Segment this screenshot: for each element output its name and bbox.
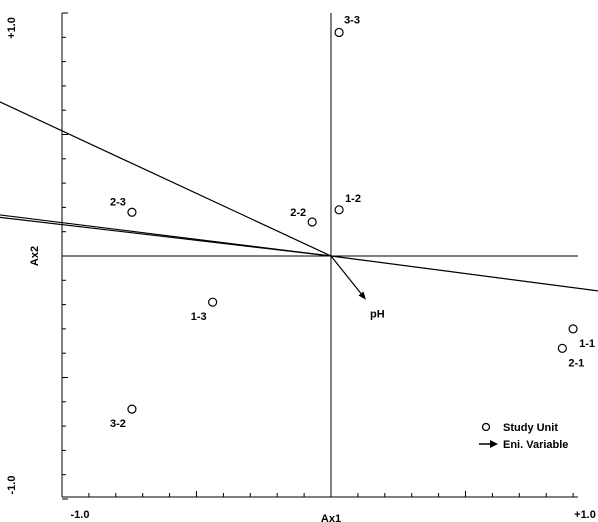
vector-label: pH [370, 309, 385, 321]
x-axis-label: Ax1 [321, 513, 341, 522]
vector-line [330, 255, 598, 292]
study-unit-point [568, 324, 578, 334]
y-axis-label: Ax2 [29, 246, 41, 266]
legend-arrow-head [490, 440, 498, 448]
study-unit-point [307, 217, 317, 227]
study-unit-label: 2-2 [290, 207, 306, 219]
y-tick-label-min: -1.0 [6, 476, 18, 495]
axis-labels: Ax1 Ax2 -1.0 +1.0 +1.0 -1.0 [6, 17, 596, 522]
study-unit-point [557, 343, 567, 353]
legend-circle-marker [481, 422, 491, 432]
study-unit-label: 2-1 [568, 357, 584, 369]
study-unit-point [334, 27, 344, 38]
x-tick-label-min: -1.0 [71, 509, 90, 521]
environment-vectors: SMDEC.NTXpH [0, 101, 598, 321]
study-unit-point [127, 207, 137, 217]
study-unit-label: 1-2 [345, 193, 361, 205]
study-unit-label: 2-3 [110, 196, 126, 208]
vector-line [0, 216, 332, 257]
legend-label-study-unit: Study Unit [503, 422, 558, 434]
study-unit-label: 1-1 [579, 338, 595, 350]
legend-label-eni-variable: Eni. Variable [503, 439, 568, 451]
vector-line [330, 255, 362, 294]
study-unit-points: 3-31-22-22-31-33-23-11-12-1 [110, 14, 595, 430]
vector-line [0, 214, 332, 257]
legend: Study Unit Eni. Variable [479, 422, 568, 451]
study-unit-point [208, 297, 218, 307]
vector-line [0, 101, 332, 257]
study-unit-label: 1-3 [191, 311, 207, 323]
x-tick-label-max: +1.0 [574, 509, 596, 521]
study-unit-point [334, 205, 344, 215]
vector-arrowhead [358, 291, 366, 300]
plot-frame [61, 12, 578, 500]
study-unit-label: 3-3 [344, 14, 360, 26]
study-unit-label: 3-2 [110, 418, 126, 430]
study-unit-point [127, 404, 137, 414]
y-tick-label-max: +1.0 [6, 17, 18, 39]
